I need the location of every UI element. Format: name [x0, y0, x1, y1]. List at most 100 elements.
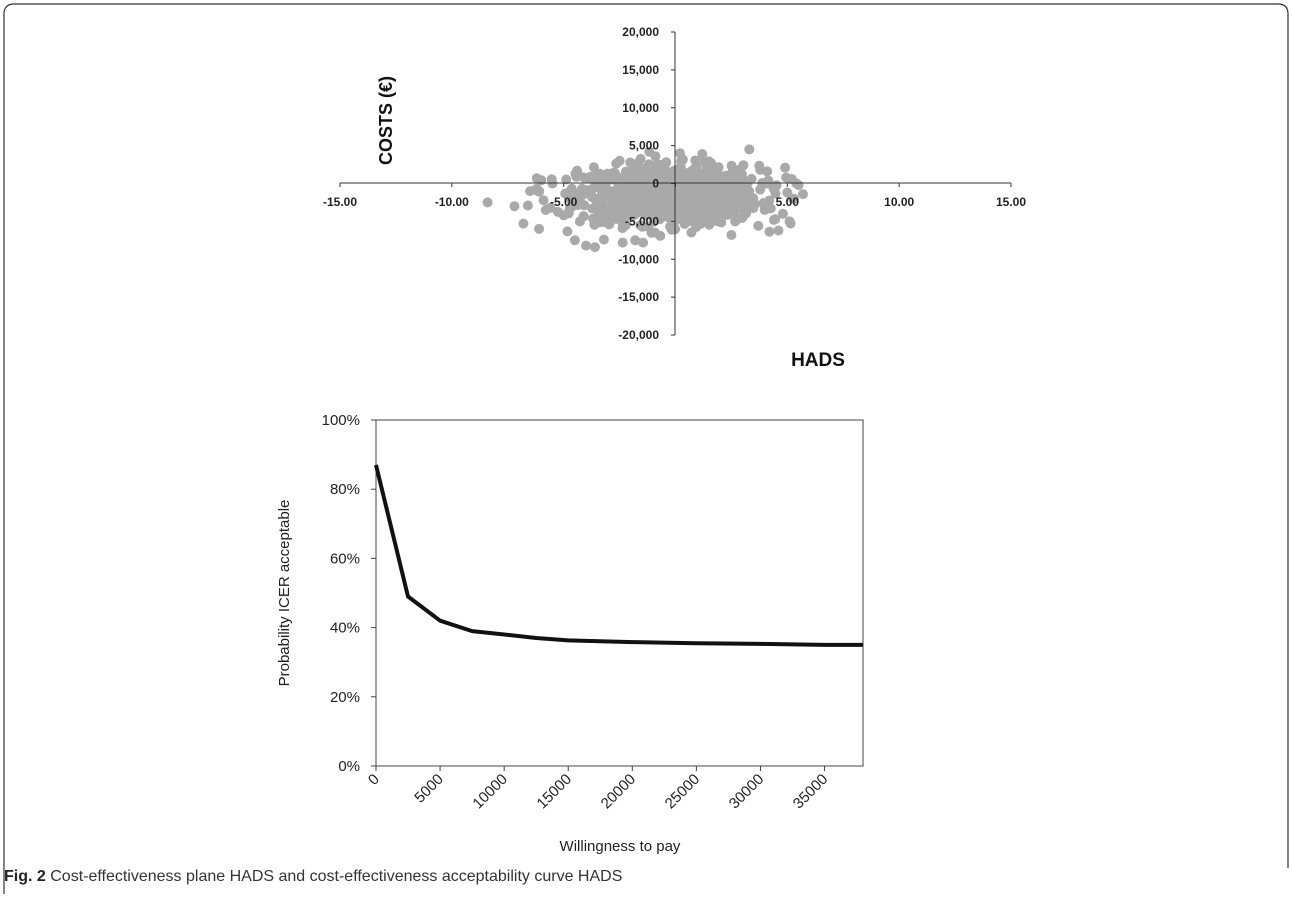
plane-point [679, 219, 690, 229]
plane-point [598, 234, 609, 245]
plane-point [518, 218, 529, 229]
plane-point [638, 237, 649, 248]
plane-point [531, 183, 542, 194]
ceac-y-tick-label: 0% [338, 758, 360, 775]
plane-y-tick-label: 15,000 [622, 63, 659, 77]
plane-point [784, 216, 795, 227]
figure-caption-text: Cost-effectiveness plane HADS and cost-e… [50, 868, 623, 885]
plane-point [540, 205, 551, 215]
plane-point [594, 217, 605, 228]
plane-point [738, 160, 749, 171]
plane-point [683, 182, 694, 193]
plane-point [654, 211, 665, 222]
plane-point [536, 175, 547, 186]
ceac-y-tick-label: 60% [330, 550, 360, 567]
plane-y-ticks: 20,000 15,000 10,000 5,000 0 -5,000 -10,000 -15… [618, 25, 675, 342]
plane-point [708, 165, 719, 176]
plane-point [754, 160, 765, 171]
plane-point [686, 227, 697, 238]
plane-point [654, 164, 665, 175]
plane-point [662, 182, 673, 192]
ceac-x-tick-label: 20000 [598, 771, 640, 813]
plane-point [764, 226, 775, 237]
plane-point [705, 202, 716, 213]
plane-x-tick-label: 5.00 [776, 195, 800, 209]
figure-caption: Fig. 2 Cost-effectiveness plane HADS and… [4, 868, 622, 886]
plane-x-tick-label: -15.00 [323, 195, 357, 209]
plane-point [561, 174, 572, 185]
plane-point [786, 174, 797, 184]
plane-point [634, 192, 645, 203]
plane-point [625, 202, 636, 213]
plane-point [592, 202, 603, 213]
plane-point [598, 184, 609, 195]
plane-point [617, 237, 628, 248]
plane-point [650, 151, 661, 162]
plane-point [644, 159, 654, 170]
plane-point [697, 213, 708, 223]
ceac-x-axis-label: Willingness to pay [560, 838, 681, 855]
plane-point [584, 189, 595, 200]
plane-point [782, 187, 793, 198]
plane-point [762, 166, 773, 177]
plane-y-tick-label: -5,000 [625, 214, 659, 228]
plane-point [692, 156, 703, 167]
plane-point [742, 199, 752, 210]
plane-point [617, 193, 628, 204]
plane-point [590, 242, 600, 253]
ceac-y-tick-label: 80% [330, 481, 360, 498]
plane-point [720, 170, 731, 181]
plane-point [625, 167, 636, 178]
plane-point [482, 197, 493, 208]
plane-point [755, 184, 766, 195]
plane-point [577, 183, 588, 194]
plane-y-tick-label: 20,000 [622, 25, 659, 39]
plane-point [763, 175, 774, 186]
ceac-y-ticks: 0% 20% 40% 60% 80% 100% [322, 412, 376, 775]
plane-point [562, 226, 573, 237]
plane-point [569, 235, 580, 246]
plane-x-tick-label: -5.00 [550, 195, 578, 209]
plane-point [578, 211, 589, 222]
figure-caption-label: Fig. 2 [4, 868, 46, 885]
plane-point [606, 190, 617, 201]
plane-point [725, 180, 736, 191]
plane-point [697, 149, 708, 159]
ce-plane: -15.00 -10.00 -5.00 5.00 10.00 15.00 20,000 15… [323, 25, 1026, 371]
plane-point [746, 173, 757, 184]
plane-point [789, 193, 799, 204]
ceac-series-line [374, 464, 863, 647]
plane-point [731, 191, 742, 202]
plane-point [768, 214, 779, 225]
plane-point [617, 174, 628, 185]
plane-point [581, 240, 591, 251]
ceac-x-ticks: 0 5000 10000 15000 20000 25000 30000 35000 [365, 766, 831, 812]
ceac-x-tick-label: 0 [365, 771, 383, 789]
ceac-plot-area [375, 419, 864, 767]
plane-point [579, 172, 589, 183]
plane-x-tick-label: 15.00 [996, 195, 1026, 209]
plane-point [614, 155, 625, 166]
plane-point [739, 208, 750, 219]
ceac-x-tick-label: 25000 [662, 771, 704, 813]
plane-y-tick-label: 0 [652, 177, 659, 191]
plane-point [636, 183, 647, 194]
plane-point [730, 216, 741, 227]
plane-point [777, 208, 788, 219]
plane-point [675, 148, 685, 159]
plane-point [558, 210, 569, 221]
plane-point [668, 167, 679, 178]
plane-x-ticks: -15.00 -10.00 -5.00 5.00 10.00 15.00 [323, 183, 1026, 209]
plane-point [538, 195, 549, 206]
plane-point [688, 196, 699, 207]
plane-x-axis-label: HADS [791, 350, 845, 371]
plane-point [678, 197, 689, 208]
ceac-x-tick-label: 10000 [469, 771, 511, 813]
plane-y-tick-label: -10,000 [618, 252, 659, 266]
plane-point [579, 200, 590, 211]
plane-point [614, 184, 625, 195]
plane-points [482, 144, 808, 253]
figure-border [3, 3, 1289, 894]
